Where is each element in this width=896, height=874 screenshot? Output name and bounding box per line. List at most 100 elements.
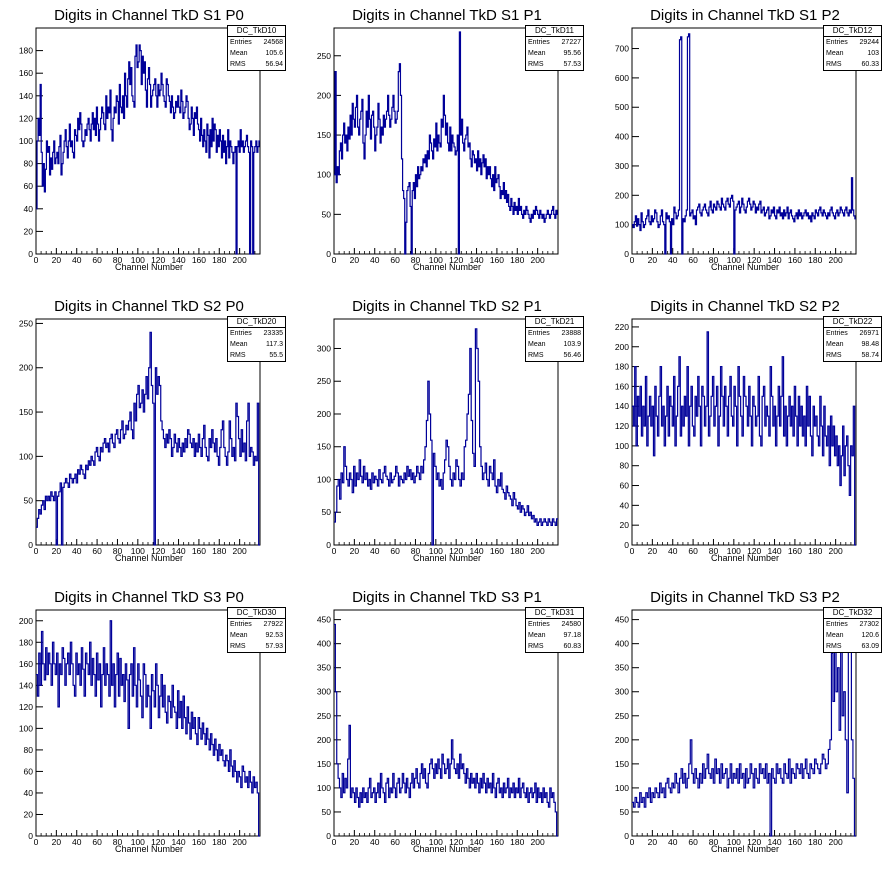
x-tick-label: 0 xyxy=(630,837,635,847)
stats-value: 58.74 xyxy=(861,352,879,359)
histogram-panel: Digits in Channel TkD S1 P1 0 20 40 60 80 100 1… xyxy=(298,0,596,291)
x-tick-label: 60 xyxy=(688,255,698,265)
y-tick-label: 20 xyxy=(620,520,630,530)
x-tick-label: 0 xyxy=(332,837,337,847)
stats-value: 105.6 xyxy=(265,50,283,57)
stats-box: DC_TkD21 Entries 23888 Mean 103.9 RMS 56.46 xyxy=(525,316,584,362)
x-tick-label: 200 xyxy=(233,255,247,265)
y-tick-label: 140 xyxy=(19,680,33,690)
y-tick-label: 0 xyxy=(624,831,629,841)
histogram-plot: 0 20 40 60 80 100 120 140 160 180 200 0 50 100 150 200 2… xyxy=(317,27,559,265)
x-tick-label: 20 xyxy=(648,837,658,847)
stats-histogram-name: DC_TkD20 xyxy=(228,317,285,328)
x-tick-label: 20 xyxy=(52,255,62,265)
stats-label: Mean xyxy=(528,632,546,639)
y-tick-label: 200 xyxy=(615,342,629,352)
histogram-panel: Digits in Channel TkD S2 P1 0 20 40 60 80 100 1… xyxy=(298,291,596,582)
y-tick-label: 140 xyxy=(19,91,33,101)
y-tick-label: 700 xyxy=(615,44,629,54)
y-tick-label: 100 xyxy=(615,220,629,230)
x-tick-label: 180 xyxy=(510,255,524,265)
x-tick-label: 200 xyxy=(531,837,545,847)
y-tick-label: 40 xyxy=(24,788,34,798)
y-tick-label: 150 xyxy=(317,759,331,769)
x-tick-label: 180 xyxy=(212,837,226,847)
stats-row-mean: Mean 98.48 xyxy=(824,339,881,350)
y-tick-label: 20 xyxy=(24,809,34,819)
x-tick-label: 200 xyxy=(233,837,247,847)
stats-label: Mean xyxy=(826,341,844,348)
stats-label: Entries xyxy=(826,39,848,46)
y-tick-label: 350 xyxy=(317,663,331,673)
histogram-plot: 0 20 40 60 80 100 120 140 160 180 200 0 100 200 300 400… xyxy=(615,27,857,265)
x-axis-label: Channel Number xyxy=(114,553,184,563)
y-tick-label: 50 xyxy=(322,507,332,517)
x-tick-label: 0 xyxy=(332,255,337,265)
x-tick-label: 80 xyxy=(411,837,421,847)
stats-row-rms: RMS 56.94 xyxy=(228,59,285,70)
x-tick-label: 80 xyxy=(709,837,719,847)
stats-row-entries: Entries 24568 xyxy=(228,37,285,48)
stats-value: 103.9 xyxy=(563,341,581,348)
stats-label: Entries xyxy=(826,330,848,337)
y-tick-label: 350 xyxy=(615,663,629,673)
stats-label: RMS xyxy=(230,643,246,650)
stats-label: RMS xyxy=(230,61,246,68)
stats-box: DC_TkD30 Entries 27922 Mean 92.53 RMS 57.93 xyxy=(227,607,286,653)
histogram-panel: Digits in Channel TkD S1 P0 0 20 40 60 80 100 1… xyxy=(0,0,298,291)
y-tick-label: 80 xyxy=(620,461,630,471)
stats-row-mean: Mean 117.3 xyxy=(228,339,285,350)
stats-value: 57.93 xyxy=(265,643,283,650)
histogram-panel: Digits in Channel TkD S3 P2 0 20 40 60 80 100 1… xyxy=(596,582,894,873)
stats-row-mean: Mean 103.9 xyxy=(526,339,583,350)
stats-value: 29244 xyxy=(859,39,879,46)
chart-title: Digits in Channel TkD S2 P1 xyxy=(352,298,542,315)
stats-value: 55.5 xyxy=(269,352,283,359)
stats-row-rms: RMS 57.93 xyxy=(228,641,285,652)
stats-value: 60.83 xyxy=(563,643,581,650)
y-tick-label: 150 xyxy=(317,130,331,140)
stats-value: 103 xyxy=(867,50,879,57)
y-tick-label: 100 xyxy=(317,170,331,180)
stats-value: 23888 xyxy=(561,330,581,337)
chart-title: Digits in Channel TkD S1 P2 xyxy=(650,7,840,24)
x-tick-label: 120 xyxy=(747,255,761,265)
x-tick-label: 120 xyxy=(747,546,761,556)
y-tick-label: 120 xyxy=(19,113,33,123)
y-tick-label: 500 xyxy=(615,102,629,112)
stats-row-mean: Mean 103 xyxy=(824,48,881,59)
x-tick-label: 120 xyxy=(747,837,761,847)
stats-label: Mean xyxy=(528,341,546,348)
stats-value: 98.48 xyxy=(861,341,879,348)
histogram-panel: Digits in Channel TkD S3 P0 0 20 40 60 80 100 1… xyxy=(0,582,298,873)
x-tick-label: 0 xyxy=(34,546,39,556)
x-tick-label: 140 xyxy=(767,255,781,265)
stats-row-entries: Entries 23335 xyxy=(228,328,285,339)
stats-row-entries: Entries 29244 xyxy=(824,37,881,48)
x-axis-label: Channel Number xyxy=(114,844,184,854)
y-tick-label: 180 xyxy=(19,637,33,647)
x-tick-label: 60 xyxy=(688,837,698,847)
x-tick-label: 200 xyxy=(531,255,545,265)
y-tick-label: 200 xyxy=(19,616,33,626)
stats-histogram-name: DC_TkD30 xyxy=(228,608,285,619)
stats-label: RMS xyxy=(528,352,544,359)
y-tick-label: 200 xyxy=(317,735,331,745)
stats-value: 95.56 xyxy=(563,50,581,57)
x-tick-label: 40 xyxy=(370,837,380,847)
x-axis-label: Channel Number xyxy=(412,844,482,854)
y-tick-label: 0 xyxy=(28,540,33,550)
x-tick-label: 60 xyxy=(390,837,400,847)
stats-row-rms: RMS 60.33 xyxy=(824,59,881,70)
stats-value: 27227 xyxy=(561,39,581,46)
stats-row-entries: Entries 26971 xyxy=(824,328,881,339)
y-tick-label: 0 xyxy=(624,540,629,550)
stats-label: Mean xyxy=(230,341,248,348)
x-tick-label: 160 xyxy=(192,255,206,265)
x-tick-label: 160 xyxy=(192,837,206,847)
x-tick-label: 100 xyxy=(131,546,145,556)
y-tick-label: 0 xyxy=(326,540,331,550)
y-tick-label: 120 xyxy=(615,421,629,431)
stats-row-mean: Mean 97.18 xyxy=(526,630,583,641)
